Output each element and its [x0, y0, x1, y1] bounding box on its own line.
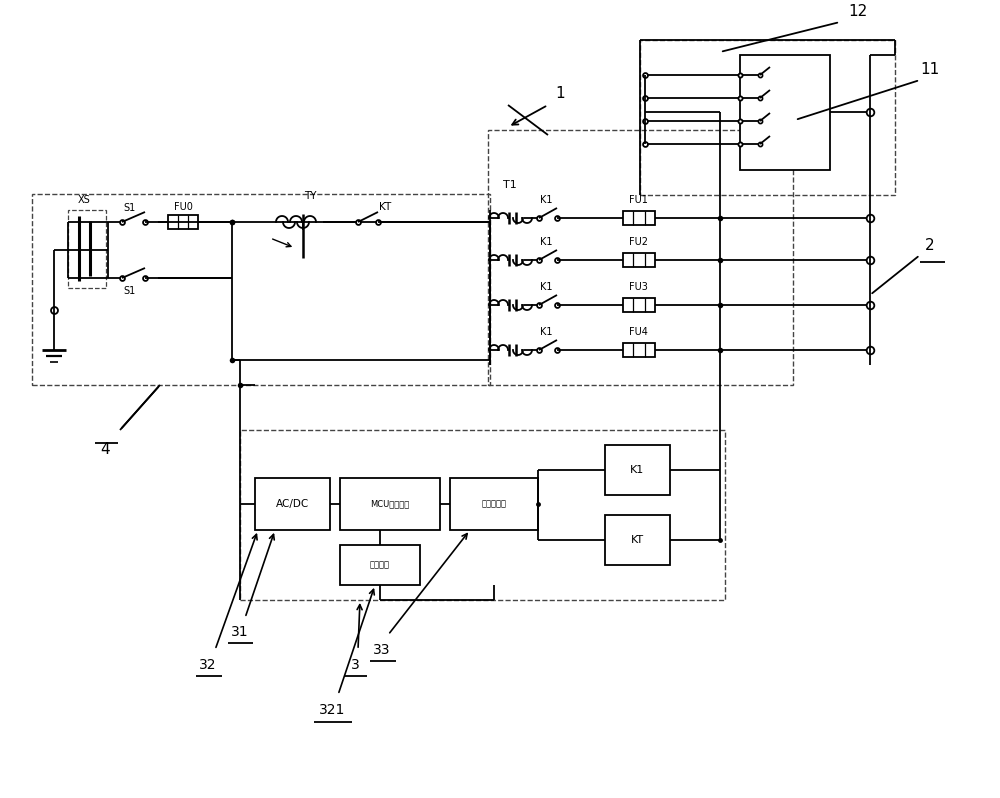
Text: XS: XS: [78, 195, 90, 205]
Bar: [640, 40, 895, 195]
Text: AC/DC: AC/DC: [276, 499, 310, 509]
Text: 31: 31: [231, 625, 249, 639]
Text: 32: 32: [199, 658, 217, 672]
Text: K1: K1: [540, 327, 552, 337]
Bar: [623, 343, 655, 357]
Bar: [740, 55, 830, 170]
Text: 3: 3: [351, 658, 359, 672]
Text: K1: K1: [540, 282, 552, 292]
Text: 1: 1: [555, 85, 565, 101]
Bar: [623, 211, 655, 225]
Bar: [488, 130, 793, 385]
Text: S1: S1: [124, 203, 136, 213]
Text: FU2: FU2: [629, 237, 648, 247]
Text: FU1: FU1: [629, 195, 647, 205]
Text: 4: 4: [100, 443, 110, 457]
Text: K1: K1: [630, 465, 644, 475]
Text: KT: KT: [630, 535, 644, 545]
Text: FU0: FU0: [174, 202, 192, 212]
Text: 12: 12: [848, 5, 868, 19]
Text: K1: K1: [540, 195, 552, 205]
Text: K1: K1: [540, 237, 552, 247]
Text: MCU微控制器: MCU微控制器: [370, 500, 410, 508]
Text: 321: 321: [319, 703, 345, 717]
Text: FU4: FU4: [629, 327, 647, 337]
Bar: [605, 515, 670, 565]
Text: T1: T1: [503, 180, 517, 190]
Bar: [605, 445, 670, 495]
Bar: [340, 545, 420, 585]
Text: 11: 11: [920, 62, 940, 77]
Text: S1: S1: [124, 286, 136, 296]
Text: 33: 33: [373, 643, 391, 657]
Bar: [450, 478, 538, 530]
Text: 继电器驱动: 继电器驱动: [482, 500, 507, 508]
Text: 输出切换: 输出切换: [370, 560, 390, 570]
Text: FU3: FU3: [629, 282, 647, 292]
Text: KT: KT: [379, 202, 391, 212]
Bar: [340, 478, 440, 530]
Bar: [623, 253, 655, 267]
Text: 2: 2: [925, 238, 935, 252]
Bar: [68, 210, 106, 288]
Text: TY: TY: [304, 191, 316, 201]
Bar: [168, 215, 198, 229]
Bar: [255, 478, 330, 530]
Bar: [240, 430, 725, 600]
Bar: [623, 298, 655, 312]
Bar: [32, 194, 490, 385]
